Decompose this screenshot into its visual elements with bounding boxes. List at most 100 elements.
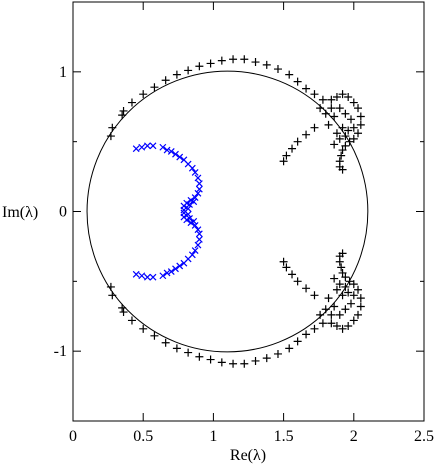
data-point [354, 285, 363, 294]
data-point [316, 310, 325, 319]
data-point [293, 277, 302, 286]
plot-frame [72, 1, 425, 422]
data-point [240, 359, 249, 368]
data-point [293, 77, 302, 86]
data-point [127, 316, 136, 325]
data-point [285, 344, 294, 353]
data-point [159, 143, 167, 151]
data-point [345, 137, 354, 146]
data-point [349, 123, 358, 132]
data-point [119, 308, 128, 317]
data-point [344, 92, 353, 101]
data-point [119, 106, 128, 115]
data-point [338, 90, 347, 99]
data-point [172, 344, 181, 353]
data-point [106, 132, 115, 141]
data-point [186, 215, 193, 222]
data-point [293, 137, 302, 146]
data-point [335, 104, 344, 113]
data-point [346, 299, 355, 308]
data-point [167, 148, 175, 155]
data-point [338, 249, 347, 258]
data-point [337, 263, 346, 272]
data-point [217, 358, 226, 367]
data-point [349, 316, 358, 325]
x-tick-label: 0 [69, 428, 77, 445]
data-point [139, 324, 148, 333]
data-point [335, 310, 344, 319]
data-point [327, 95, 336, 104]
data-point [172, 265, 179, 273]
data-point [167, 268, 175, 275]
data-point [194, 189, 202, 197]
data-point [118, 111, 127, 120]
data-point [316, 104, 325, 113]
data-point [195, 62, 204, 71]
data-point [338, 268, 347, 277]
data-point [354, 104, 363, 113]
data-point [330, 274, 339, 283]
data-point [176, 153, 184, 161]
data-point [330, 112, 339, 121]
data-point [310, 291, 319, 300]
data-point [127, 98, 136, 107]
data-point [273, 65, 282, 74]
data-point [240, 55, 249, 64]
data-point [217, 56, 226, 65]
data-point [139, 90, 148, 99]
data-point [180, 209, 188, 217]
data-point [349, 134, 358, 143]
y-tick-label: 0 [59, 204, 67, 221]
data-point [318, 319, 327, 328]
data-point [302, 130, 311, 139]
x-tick-label: 0.5 [133, 428, 153, 445]
data-point [176, 262, 184, 270]
data-point [344, 322, 353, 331]
data-point [337, 151, 346, 160]
data-point [341, 282, 350, 291]
data-point [143, 142, 151, 150]
data-point [161, 338, 170, 347]
data-point [338, 324, 347, 333]
data-point [149, 273, 157, 281]
data-point [344, 126, 353, 135]
axis-tick-labels: 0 0.5 1 1.5 2 2.5 -1 0 1 [54, 64, 434, 445]
data-point [195, 230, 203, 238]
data-point [161, 76, 170, 85]
data-point [191, 247, 199, 255]
data-point [279, 257, 288, 266]
data-point [310, 90, 319, 99]
data-point [194, 226, 202, 234]
series-layer [106, 55, 365, 368]
data-point [332, 129, 341, 138]
data-point [143, 273, 151, 281]
data-point [341, 141, 350, 150]
data-point [132, 270, 140, 278]
data-point [341, 273, 350, 282]
data-point [150, 331, 159, 340]
y-tick-label: -1 [54, 343, 67, 360]
data-point [159, 272, 167, 280]
data-point [288, 270, 297, 279]
data-point [338, 146, 347, 155]
data-point [190, 217, 198, 225]
x-tick-label: 2 [350, 428, 358, 445]
data-point [188, 164, 196, 172]
data-point [302, 284, 311, 293]
data-point [338, 291, 347, 300]
data-point [349, 98, 358, 107]
data-point [251, 356, 260, 365]
data-point [118, 303, 127, 312]
data-point [341, 109, 350, 118]
data-point [354, 129, 363, 138]
data-point [356, 120, 365, 129]
data-point [310, 324, 319, 333]
data-point [188, 251, 196, 259]
data-point [194, 174, 202, 182]
data-point [335, 134, 344, 143]
data-point [251, 58, 260, 67]
data-point [262, 60, 271, 69]
x-tick-label: 2.5 [414, 428, 434, 445]
data-point [195, 352, 204, 361]
data-point [346, 115, 355, 124]
